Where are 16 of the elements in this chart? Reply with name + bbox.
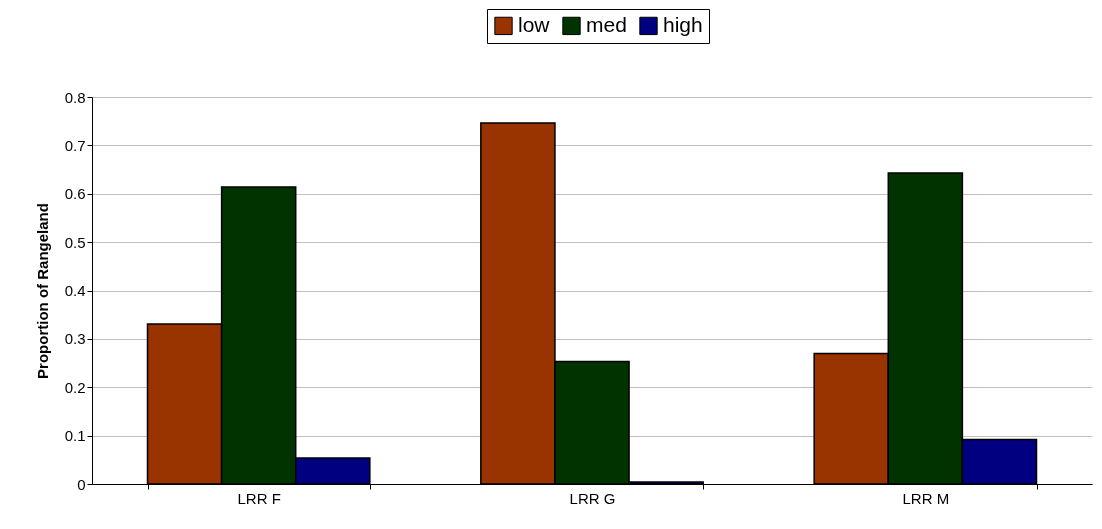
y-tick-label: 0 [77,475,86,493]
y-tick-label: 0.4 [64,282,86,299]
legend-label: med [586,12,627,36]
y-tick-label: 0.8 [64,88,86,106]
y-tick-label: 0.2 [64,378,86,396]
y-tick-label: 0.3 [64,330,86,348]
legend-label: low [518,12,551,36]
y-tick-label: 0.5 [64,233,86,251]
legend-label: high [663,12,703,36]
y-tick-label: 0.1 [64,427,86,445]
y-tick-label: 0.7 [64,136,86,154]
y-tick-label: 0.6 [64,185,86,203]
x-tick-label: LRR F [237,489,281,507]
x-tick-label: LRR G [569,489,616,507]
x-tick-label: LRR M [902,489,950,507]
y-axis-title: Proportion of Rangeland [33,203,51,379]
